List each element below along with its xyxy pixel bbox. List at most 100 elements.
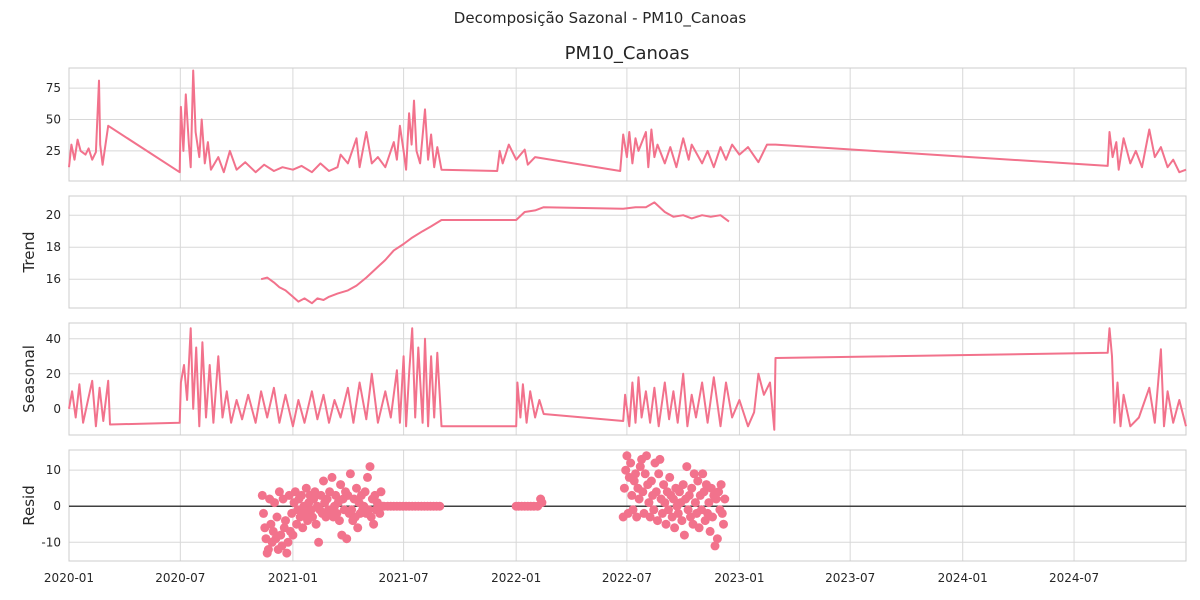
observed-series-line [68,69,1187,174]
resid-data-point [689,469,699,479]
resid-data-point [646,476,656,486]
resid-data-point [365,462,375,472]
seasonal-y-tick-label: 20 [46,367,61,381]
resid-data-point [640,469,650,479]
resid-data-point [710,541,720,551]
resid-data-point [263,545,273,554]
trend-y-tick-label: 20 [46,208,61,222]
resid-data-point [716,480,726,490]
resid-data-point [673,508,683,518]
resid-data-point [705,526,715,536]
resid-data-point [693,476,703,486]
observed-y-tick-label: 75 [46,81,61,95]
x-tick-label: 2020-07 [155,571,205,585]
resid-data-point [314,537,324,547]
resid-data-point [298,523,308,533]
resid-data-point [622,451,632,461]
resid-data-point [297,490,306,500]
x-tick-label: 2022-01 [491,571,541,585]
observed-frame [68,67,1187,182]
trend-y-tick-label: 18 [46,240,61,254]
resid-data-point [717,508,727,518]
resid-data-point [659,480,669,490]
resid-data-point [699,487,709,497]
resid-data-point [700,516,710,526]
resid-data-point [665,472,675,482]
x-tick-label: 2020-01 [44,571,94,585]
seasonal-y-tick-label: 40 [46,332,61,346]
trend-y-axis-label: Trend [20,231,38,273]
resid-data-point [661,519,671,529]
resid-data-point [631,469,640,479]
resid-data-point [268,526,278,536]
resid-data-point [714,487,724,497]
resid-data-point [660,498,670,508]
resid-data-point [353,523,363,533]
resid-data-point [276,530,286,540]
resid-data-point [621,465,631,475]
x-tick-label: 2024-07 [1049,571,1099,585]
resid-data-point [319,476,328,486]
resid-data-point [282,548,292,558]
x-tick-label: 2021-01 [268,571,318,585]
resid-y-axis-label: Resid [20,485,38,525]
resid-data-point [698,469,708,479]
resid-data-point [683,505,693,515]
seasonal-y-tick-label: 0 [53,402,61,416]
trend-frame [68,195,1187,309]
resid-y-tick-label: 0 [53,499,61,513]
x-tick-label: 2022-07 [602,571,652,585]
resid-data-point [288,530,298,540]
resid-data-point [375,508,385,518]
resid-data-point [712,534,722,544]
x-tick-label: 2024-01 [938,571,988,585]
resid-data-point [670,523,680,533]
seasonal-frame [68,322,1187,436]
resid-data-point [347,505,357,515]
resid-data-point [369,519,379,529]
resid-data-point [619,483,629,493]
resid-data-point [308,512,317,522]
resid-data-point [638,487,648,497]
observed-y-tick-label: 25 [46,144,61,158]
resid-data-point [632,512,642,522]
resid-data-point [635,462,645,472]
resid-data-point [644,498,654,508]
resid-data-point [376,487,386,497]
resid-data-point [281,516,290,526]
resid-data-point [537,498,547,508]
resid-data-point [677,516,687,526]
resid-data-point [360,487,370,497]
resid-data-point [259,508,268,518]
trend-panel: 16 18 20 Trend [20,195,1187,309]
seasonal-y-axis-label: Seasonal [20,345,38,413]
resid-data-point [309,494,319,504]
resid-data-point [627,490,637,500]
trend-series-line [260,201,730,305]
resid-data-point [687,483,697,493]
figure-suptitle: Decomposição Sazonal - PM10_Canoas [454,9,747,28]
resid-data-point [363,472,372,482]
resid-data-point [266,519,276,529]
resid-data-point [645,512,655,522]
resid-data-point [679,530,689,540]
trend-y-tick-label: 16 [46,272,61,286]
resid-data-point [435,501,445,511]
x-tick-label: 2023-01 [714,571,764,585]
resid-data-point [651,487,661,497]
resid-data-point [684,490,694,500]
resid-data-point [626,458,636,468]
resid-data-point [342,534,352,544]
resid-data-point [682,462,692,472]
resid-data-point [322,494,332,504]
resid-data-point [654,469,664,479]
resid-data-point [628,505,638,515]
resid-data-point [706,483,716,493]
resid-data-point [634,494,644,504]
resid-data-point [272,512,282,522]
resid-data-point [257,490,267,500]
seasonal-series-line [68,327,1187,431]
resid-data-point [352,483,361,493]
